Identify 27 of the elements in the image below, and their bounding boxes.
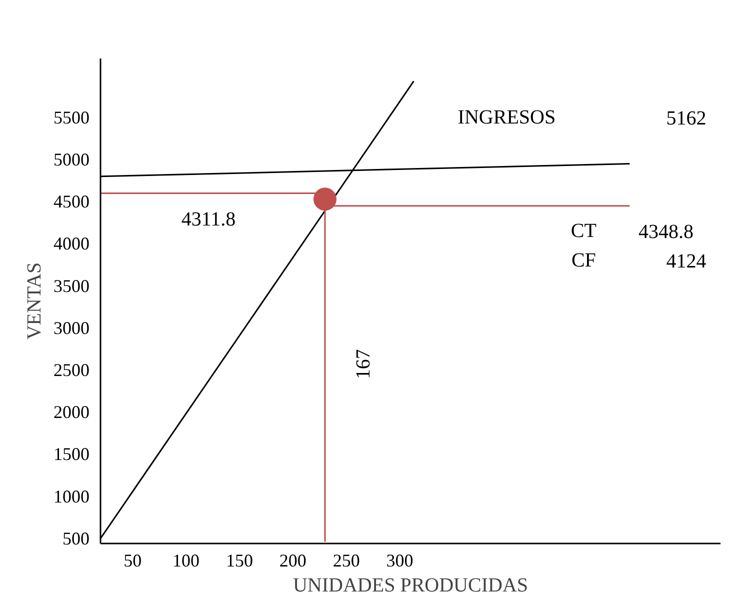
annotation: 4311.8 — [181, 208, 236, 230]
y-tick-label: 2500 — [54, 360, 90, 380]
annotation: 167 — [352, 349, 374, 380]
x-tick-label: 300 — [386, 550, 414, 570]
annotation: INGRESOS — [458, 106, 556, 128]
y-tick-label: 5500 — [54, 107, 90, 128]
y-axis-title: VENTAS — [24, 262, 46, 340]
y-tick-label: 2000 — [54, 402, 90, 422]
y-tick-label: 5000 — [54, 150, 90, 170]
annotation: CF — [571, 250, 596, 272]
annotation: 4124 — [666, 250, 706, 273]
y-tick-label: 3000 — [54, 318, 90, 338]
y-tick-label: 1500 — [54, 444, 90, 464]
y-tick-label: 4500 — [54, 192, 90, 212]
y-tick-label: 4000 — [54, 234, 90, 254]
annotation: 4348.8 — [638, 221, 694, 244]
y-tick-label: 500 — [62, 528, 90, 548]
x-tick-label: 250 — [332, 550, 360, 570]
x-tick-label: 150 — [226, 550, 253, 570]
x-tick-label: 100 — [172, 550, 200, 570]
annotation: CT — [570, 220, 596, 242]
x-tick-label: 200 — [279, 550, 306, 570]
x-tick-label: 50 — [124, 550, 142, 570]
annotation: 5162 — [666, 107, 706, 130]
y-tick-label: 1000 — [54, 486, 90, 506]
x-axis-title: UNIDADES PRODUCIDAS — [292, 574, 528, 596]
y-tick-label: 3500 — [54, 276, 90, 296]
